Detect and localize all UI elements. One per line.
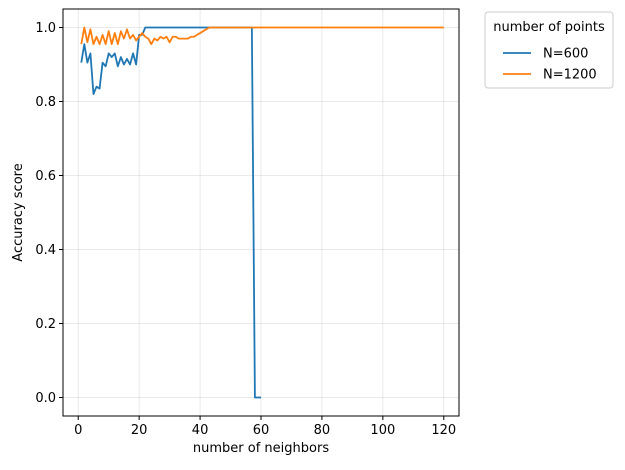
y-tick-label: 0.2	[35, 317, 56, 332]
x-tick-label: 100	[370, 423, 395, 438]
grid	[63, 9, 459, 416]
legend-label: N=1200	[543, 68, 597, 83]
y-tick-label: 0.0	[35, 391, 56, 406]
y-tick-label: 0.8	[35, 95, 56, 110]
x-tick-label: 40	[192, 423, 209, 438]
x-tick-label: 60	[253, 423, 270, 438]
series-line-n-1200	[80, 26, 444, 46]
legend-label: N=600	[543, 47, 588, 62]
legend: number of points N=600 N=1200	[484, 11, 614, 89]
legend-title: number of points	[493, 20, 605, 35]
series-lines	[80, 26, 444, 399]
y-tick-label: 0.6	[35, 169, 56, 184]
y-tick-label: 1.0	[35, 21, 56, 36]
x-axis-label: number of neighbors	[193, 441, 329, 456]
x-tick-label: 120	[431, 423, 456, 438]
legend-box	[484, 11, 614, 89]
y-axis-label: Accuracy score	[11, 163, 26, 261]
x-tick-label: 80	[314, 423, 331, 438]
x-tick-label: 0	[74, 423, 82, 438]
y-tick-label: 0.4	[35, 243, 56, 258]
legend-items: N=600 N=1200	[503, 47, 597, 83]
axis-ticks: 0 20 40 60 80 100 120 0.0 0.2 0.4 0.6 0.8 1.0	[35, 21, 456, 438]
x-tick-label: 20	[131, 423, 148, 438]
